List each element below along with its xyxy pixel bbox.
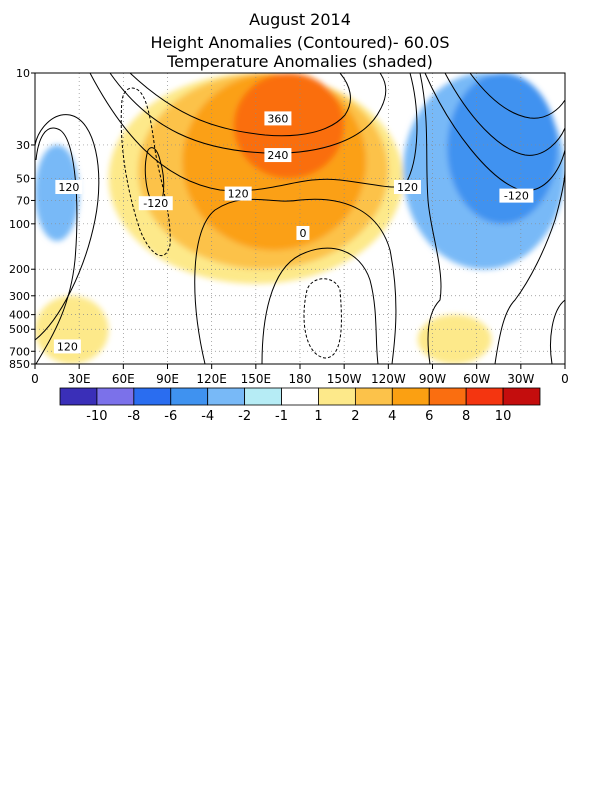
grid-lines	[35, 73, 565, 364]
contour-label: 240	[267, 149, 288, 162]
colorbar-swatch	[207, 387, 246, 406]
colorbar-label: 2	[351, 409, 359, 424]
contour-label-box	[55, 180, 83, 195]
y-tick-label: 100	[9, 218, 30, 231]
contour-label-box	[393, 180, 421, 195]
x-tick-label: 30W	[507, 372, 534, 386]
chart-subtitle-temperature: Temperature Anomalies (shaded)	[167, 52, 433, 71]
colorbar-label: 6	[425, 409, 433, 424]
contour-label-box	[499, 188, 534, 203]
contour-label-box	[264, 148, 292, 163]
colorbar-label: -4	[201, 409, 214, 424]
contour-line	[194, 198, 397, 364]
colorbar-swatch	[244, 387, 282, 406]
contour-line	[261, 247, 379, 364]
x-tick-label: 60E	[112, 372, 135, 386]
y-tick-label: 400	[9, 309, 30, 322]
temperature-region	[35, 295, 109, 364]
y-tick-label: 200	[9, 263, 30, 276]
contour-label: 360	[267, 112, 288, 125]
colorbar-swatch	[391, 387, 430, 406]
colorbar: -10 -8 -6 -4 -2 -1 1 2 4 6 8 10	[59, 387, 541, 424]
temperature-region	[233, 73, 345, 179]
y-tick-label: 300	[9, 290, 30, 303]
contour-label-box	[264, 111, 292, 126]
x-tick-label: 90W	[419, 372, 446, 386]
contour-line	[419, 73, 442, 364]
colorbar-swatch	[354, 387, 393, 406]
colorbar-label: -2	[238, 409, 251, 424]
contour-label: 0	[299, 227, 306, 240]
y-tick-label: 850	[9, 358, 30, 371]
colorbar-swatch	[318, 387, 356, 406]
contour-line	[444, 73, 565, 156]
contour-line	[35, 127, 78, 364]
contour-line	[469, 73, 565, 119]
colorbar-swatch	[502, 387, 541, 406]
colorbar-label: -8	[127, 409, 140, 424]
colorbar-label: 8	[462, 409, 470, 424]
contour-label-box	[224, 186, 252, 201]
temperature-region	[447, 73, 558, 224]
contour-line-negative	[120, 87, 171, 257]
contour-label: 120	[57, 340, 78, 353]
x-tick-label: 30E	[68, 372, 91, 386]
temperature-shading	[35, 73, 565, 364]
height-contours	[35, 73, 565, 364]
contour-line	[129, 73, 351, 137]
y-tick-label: 70	[16, 194, 30, 207]
colorbar-label: -10	[86, 409, 107, 424]
y-tick-label: 500	[9, 323, 30, 336]
contour-line	[550, 299, 565, 364]
temperature-region	[417, 314, 492, 364]
contour-line	[35, 114, 100, 341]
y-tick-label: 700	[9, 345, 30, 358]
contour-label-box	[296, 225, 310, 240]
x-axis: 0 30E 60E 90E 120E 150E 180 150W 120W 90W 60W 30W 0	[31, 364, 569, 386]
x-tick-label: 60W	[463, 372, 490, 386]
contour-label: -120	[504, 190, 529, 203]
contour-label: 120	[397, 181, 418, 194]
colorbar-swatch	[465, 387, 504, 406]
colorbar-label: -6	[164, 409, 177, 424]
chart-title: August 2014	[249, 10, 351, 29]
colorbar-swatch	[428, 387, 467, 406]
colorbar-swatch	[59, 387, 98, 406]
colorbar-swatch	[170, 387, 209, 406]
colorbar-swatch	[281, 387, 319, 406]
contour-label: 120	[58, 181, 79, 194]
contour-line-negative	[303, 278, 342, 359]
x-tick-label: 180	[289, 372, 312, 386]
y-tick-label: 30	[16, 139, 30, 152]
colorbar-swatch	[133, 387, 172, 406]
y-tick-label: 10	[16, 67, 30, 80]
x-tick-label: 0	[31, 372, 39, 386]
contour-labels: 360 240 120 120 0 120 -120 -120 120	[53, 111, 534, 354]
contour-label: 120	[228, 188, 249, 201]
x-tick-label: 90E	[156, 372, 179, 386]
y-tick-label: 50	[16, 172, 30, 185]
colorbar-label: 10	[495, 409, 512, 424]
x-tick-label: 0	[561, 372, 569, 386]
contour-label-box	[138, 196, 173, 211]
colorbar-label: -1	[275, 409, 288, 424]
contour-line	[109, 73, 387, 154]
x-tick-label: 120E	[196, 372, 227, 386]
contour-line	[89, 73, 418, 192]
x-tick-label: 120W	[371, 372, 406, 386]
contour-line	[144, 147, 165, 206]
contour-line	[494, 169, 565, 364]
colorbar-swatch	[96, 387, 135, 406]
chart-subtitle-height: Height Anomalies (Contoured)- 60.0S	[150, 33, 450, 52]
x-tick-label: 150W	[327, 372, 362, 386]
colorbar-label: 4	[388, 409, 396, 424]
contour-line	[424, 73, 565, 192]
x-tick-label: 150E	[241, 372, 272, 386]
contour-label: -120	[143, 197, 168, 210]
colorbar-label: 1	[314, 409, 322, 424]
contour-label-box	[53, 339, 81, 354]
